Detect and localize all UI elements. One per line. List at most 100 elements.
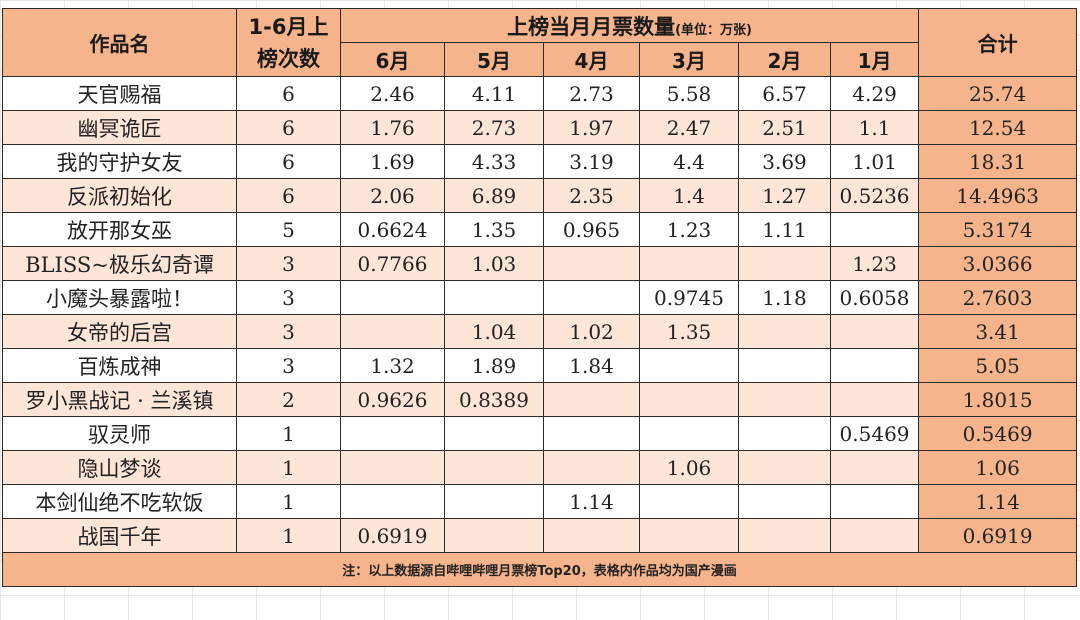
january-cell	[829, 314, 920, 349]
april-cell: 2.73	[543, 76, 640, 111]
may-cell: 0.8389	[444, 382, 544, 417]
total-cell: 12.54	[918, 110, 1078, 145]
may-cell	[444, 416, 544, 451]
may-cell: 1.89	[444, 348, 544, 383]
header-group: 上榜当月月票数量(单位：万张)	[339, 8, 920, 43]
january-cell	[829, 518, 920, 553]
total-cell: 5.05	[918, 348, 1078, 383]
june-cell	[340, 484, 445, 519]
june-cell: 1.76	[340, 110, 445, 145]
february-cell: 3.69	[738, 144, 831, 179]
work-name-cell: 放开那女巫	[2, 212, 237, 247]
march-cell	[639, 518, 739, 553]
total-cell: 3.0366	[918, 246, 1078, 281]
january-cell	[829, 348, 920, 383]
may-cell	[444, 484, 544, 519]
june-cell: 0.6919	[340, 518, 445, 553]
count-cell: 1	[236, 518, 341, 553]
may-cell: 6.89	[444, 178, 544, 213]
header-group-label: 上榜当月月票数量	[507, 14, 676, 39]
header-name: 作品名	[2, 8, 237, 77]
june-cell: 1.32	[340, 348, 445, 383]
total-cell: 25.74	[918, 76, 1078, 111]
table-row: 本剑仙绝不吃软饭 1 1.14 1.14	[2, 484, 1078, 519]
june-cell	[340, 314, 445, 349]
work-name-cell: BLISS~极乐幻奇谭	[2, 246, 237, 281]
february-cell	[738, 518, 831, 553]
count-cell: 6	[236, 76, 341, 111]
total-cell: 18.31	[918, 144, 1078, 179]
total-cell: 1.06	[918, 450, 1078, 485]
count-cell: 1	[236, 416, 341, 451]
work-name-cell: 天官赐福	[2, 76, 237, 111]
january-cell	[829, 382, 920, 417]
count-cell: 1	[236, 484, 341, 519]
table-row: 反派初始化 6 2.06 6.89 2.35 1.4 1.27 0.5236 14.4963	[2, 178, 1078, 213]
february-cell: 6.57	[738, 76, 831, 111]
february-cell	[738, 450, 831, 485]
monthly-ticket-table: 作品名 1-6月上 榜次数 上榜当月月票数量(单位：万张) 合计 6月 5月 4…	[1, 8, 1078, 587]
may-cell	[444, 280, 544, 315]
january-cell	[829, 212, 920, 247]
total-cell: 14.4963	[918, 178, 1078, 213]
total-cell: 5.3174	[918, 212, 1078, 247]
header-month: 5月	[444, 42, 544, 77]
january-cell: 1.23	[829, 246, 920, 281]
april-cell: 1.97	[543, 110, 640, 145]
count-cell: 6	[236, 144, 341, 179]
table-row: 天官赐福 6 2.46 4.11 2.73 5.58 6.57 4.29 25.74	[2, 76, 1078, 111]
header-month: 4月	[543, 42, 640, 77]
work-name-cell: 女帝的后宫	[2, 314, 237, 349]
february-cell	[738, 314, 831, 349]
june-cell	[340, 416, 445, 451]
work-name-cell: 战国千年	[2, 518, 237, 553]
total-cell: 1.14	[918, 484, 1078, 519]
february-cell: 2.51	[738, 110, 831, 145]
header-total: 合计	[918, 8, 1078, 77]
count-cell: 3	[236, 246, 341, 281]
june-cell: 1.69	[340, 144, 445, 179]
february-cell: 1.11	[738, 212, 831, 247]
header-month: 1月	[829, 42, 920, 77]
work-name-cell: 反派初始化	[2, 178, 237, 213]
count-cell: 6	[236, 178, 341, 213]
work-name-cell: 本剑仙绝不吃软饭	[2, 484, 237, 519]
june-cell: 0.9626	[340, 382, 445, 417]
header-month: 6月	[340, 42, 445, 77]
june-cell: 0.6624	[340, 212, 445, 247]
march-cell: 4.4	[639, 144, 739, 179]
april-cell	[543, 450, 640, 485]
april-cell: 3.19	[543, 144, 640, 179]
count-cell: 3	[236, 348, 341, 383]
april-cell	[543, 518, 640, 553]
march-cell	[639, 416, 739, 451]
table-row: 百炼成神 3 1.32 1.89 1.84 5.05	[2, 348, 1078, 383]
table-row: 战国千年 1 0.6919 0.6919	[2, 518, 1078, 553]
june-cell	[340, 450, 445, 485]
january-cell	[829, 450, 920, 485]
work-name-cell: 驭灵师	[2, 416, 237, 451]
february-cell: 1.27	[738, 178, 831, 213]
count-cell: 3	[236, 314, 341, 349]
may-cell: 1.04	[444, 314, 544, 349]
table-row: 驭灵师 1 0.5469 0.5469	[2, 416, 1078, 451]
february-cell: 1.18	[738, 280, 831, 315]
june-cell: 0.7766	[340, 246, 445, 281]
may-cell: 4.11	[444, 76, 544, 111]
table-row: 罗小黑战记 · 兰溪镇 2 0.9626 0.8389 1.8015	[2, 382, 1078, 417]
count-cell: 5	[236, 212, 341, 247]
header-count-line1: 1-6月上	[248, 14, 329, 39]
february-cell	[738, 382, 831, 417]
march-cell	[639, 382, 739, 417]
table-row: 我的守护女友 6 1.69 4.33 3.19 4.4 3.69 1.01 18.31	[2, 144, 1078, 179]
march-cell: 1.06	[639, 450, 739, 485]
total-cell: 1.8015	[918, 382, 1078, 417]
table-row: 女帝的后宫 3 1.04 1.02 1.35 3.41	[2, 314, 1078, 349]
total-cell: 2.7603	[918, 280, 1078, 315]
work-name-cell: 百炼成神	[2, 348, 237, 383]
january-cell: 0.5236	[829, 178, 920, 213]
march-cell	[639, 348, 739, 383]
header-group-unit: (单位：万张)	[675, 22, 752, 38]
work-name-cell: 幽冥诡匠	[2, 110, 237, 145]
may-cell	[444, 450, 544, 485]
